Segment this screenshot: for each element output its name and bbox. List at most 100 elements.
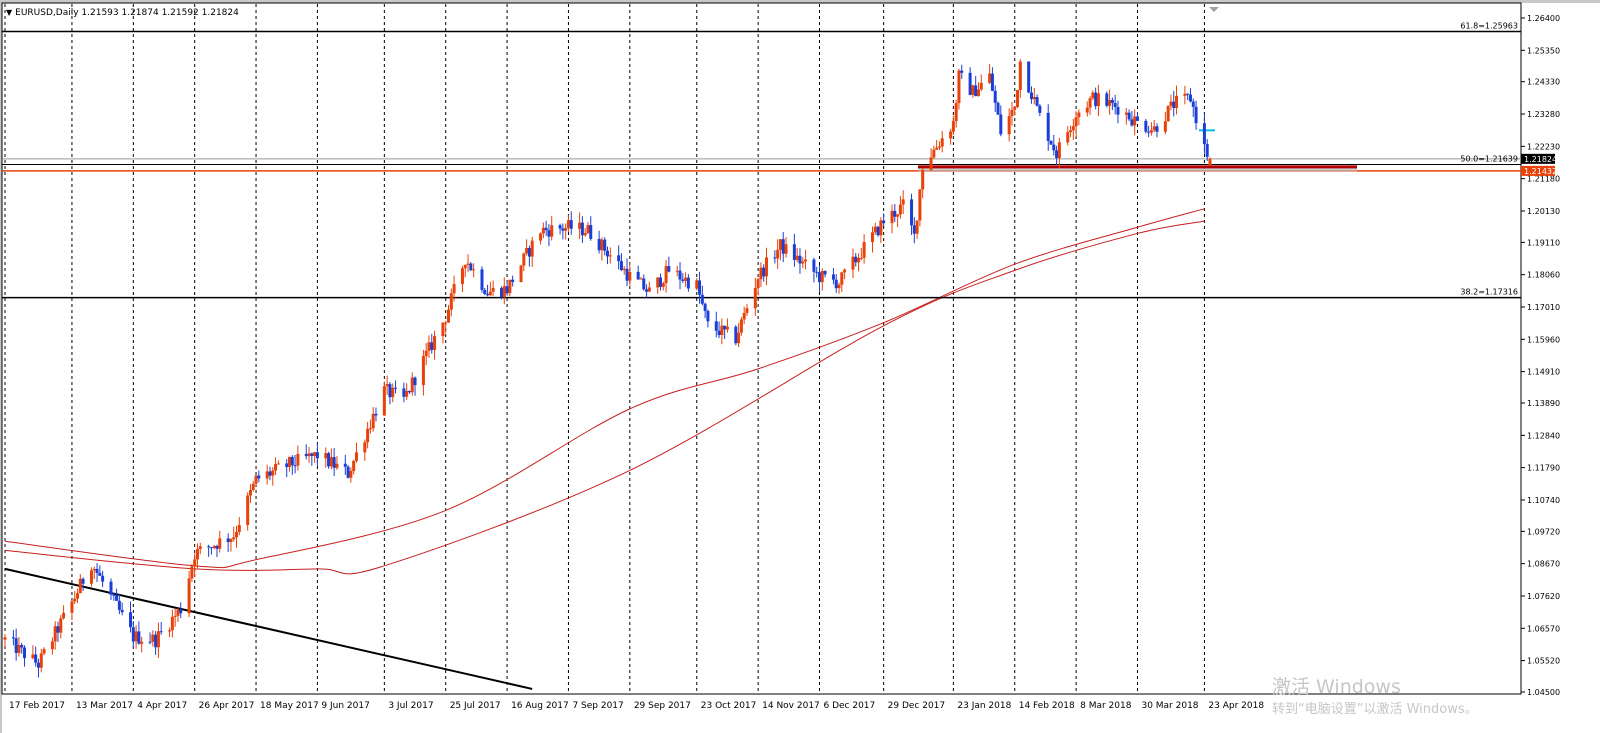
candle-body [324,453,328,459]
candle-body [1124,112,1128,115]
date-tick-label: 8 Mar 2018 [1080,701,1132,711]
candle-body [115,595,119,601]
candle-body [229,539,233,543]
candle-body [1110,99,1114,103]
candle-body [954,103,958,122]
scroll-marker-icon[interactable] [1209,7,1219,12]
candle-body [717,330,721,336]
candle-body [714,321,718,331]
fib-level-label: 38.2=1.17316 [1460,288,1518,297]
fib-level-label: 61.8=1.25963 [1460,21,1518,30]
candle-body [248,489,252,496]
candle-body [837,284,841,289]
candle-body [918,189,922,221]
candle-body [137,631,141,644]
candle-body [343,463,347,467]
candle-body [550,225,554,237]
candle-body [285,463,289,468]
candle-body [265,471,269,479]
candle-body [276,463,280,465]
candle-body [951,121,955,132]
candle-body [1108,99,1112,106]
candle-body [385,384,389,387]
candle-body [859,257,863,259]
price-tick-label: 1.25350 [1527,46,1560,55]
candle-body [988,73,992,83]
candle-body [661,283,665,287]
date-tick-label: 26 Apr 2017 [199,701,255,711]
windows-activation-watermark: 激活 Windows 转到“电脑设置”以激活 Windows。 [1272,676,1478,719]
candle-body [1088,98,1092,108]
candle-body [154,634,158,648]
watermark-line-1: 激活 Windows [1272,676,1401,698]
candle-body [42,649,46,654]
collapse-triangle-icon[interactable]: ▼ [6,8,13,17]
candle-body [1202,123,1206,145]
candle-body [56,626,60,633]
candle-body [251,483,255,490]
candle-body [756,279,760,288]
candle-body [117,600,121,610]
candle-body [703,303,707,311]
window-frame-left [0,0,2,733]
date-tick-label: 18 May 2017 [260,701,319,711]
candle-body [354,452,358,461]
candle-body [586,225,590,234]
price-tick-label: 1.11790 [1527,464,1560,473]
candle-body [893,210,897,217]
candle-body [940,138,944,147]
candle-body [971,85,975,95]
candle-body [511,279,515,282]
price-tick-label: 1.12840 [1527,431,1560,440]
candle-body [73,598,77,602]
candle-body [862,242,866,258]
candle-body [625,268,629,281]
candle-body [1007,116,1011,135]
candle-body [739,319,743,333]
candle-body [720,325,724,336]
candle-body [815,271,819,273]
descending-trendline [4,567,533,690]
candle-body [480,269,484,290]
candle-body [990,73,994,91]
chart-area [1,2,1522,695]
candle-body [798,255,802,264]
candle-body [1152,126,1156,131]
candle-body [812,259,816,272]
candle-body [935,147,939,150]
candle-body [441,322,445,337]
candle-body [193,559,197,567]
watermark-line-2: 转到“电脑设置”以激活 Windows。 [1272,702,1478,717]
candle-body [1191,101,1195,107]
candle-body [410,377,414,393]
candle-body [737,332,741,344]
candle-body [686,277,690,289]
candle-body [831,274,835,280]
candle-body [993,90,997,103]
candle-body [327,453,331,467]
candle-body [1096,93,1100,107]
candle-body [368,428,372,430]
candle-body [1188,94,1192,102]
date-tick-label: 14 Nov 2017 [762,701,820,711]
candle-body [92,568,96,571]
candle-body [23,647,27,659]
candle-body [915,220,919,234]
candle-body [1035,97,1039,106]
date-tick-label: 13 Mar 2017 [76,701,133,711]
candle-body [745,308,749,314]
candle-body [578,222,582,229]
candle-body [1027,61,1031,93]
candle-body [349,471,353,478]
date-tick-label: 23 Apr 2018 [1208,701,1264,711]
candle-body [999,114,1003,135]
candle-body [725,326,729,330]
candle-body [168,630,172,632]
candle-body [857,257,861,263]
price-tick-label: 1.06570 [1527,624,1560,633]
candle-body [444,322,448,324]
candle-body [363,442,367,453]
candle-body [176,609,180,616]
